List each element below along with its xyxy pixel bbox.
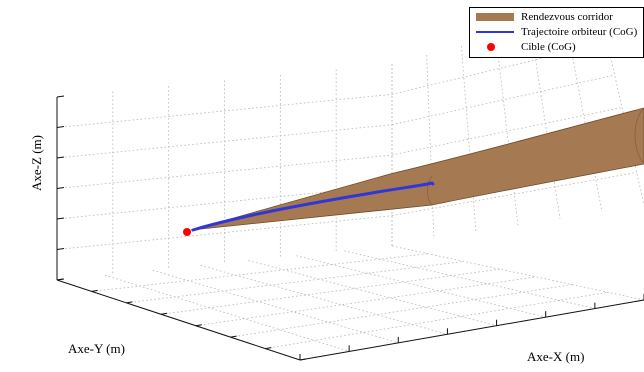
chart-legend: Rendezvous corridor Trajectoire orbiteur… <box>469 7 644 58</box>
legend-item-corridor: Rendezvous corridor <box>470 10 644 25</box>
grid-line-floor-depth <box>200 265 448 335</box>
z-axis-tick <box>56 187 65 189</box>
legend-swatch-corridor <box>476 13 514 21</box>
y-axis-tick <box>161 312 168 315</box>
legend-label-corridor: Rendezvous corridor <box>521 11 613 23</box>
y-axis-tick <box>265 347 272 350</box>
grid-line-floor-depth <box>296 255 546 318</box>
grid-line-floor-depth <box>344 250 595 309</box>
grid-line-floor-depth <box>104 274 350 352</box>
z-axis-tick <box>56 217 65 220</box>
grid-line-floor-lateral <box>161 268 501 315</box>
grid-line-floor-lateral <box>91 253 429 292</box>
y-axis-tick <box>195 324 202 327</box>
grid-line-back-horizontal <box>56 154 393 189</box>
grid-line-side-horizontal <box>391 74 615 126</box>
y-axis-tick <box>230 335 237 338</box>
grid-line-floor-depth <box>391 245 644 301</box>
target-point <box>183 228 191 236</box>
y-axis-tick <box>299 358 307 361</box>
y-axis-tick <box>91 289 98 292</box>
grid-line-floor-lateral <box>265 291 609 349</box>
z-axis-tick <box>56 248 65 250</box>
chart-marks <box>183 107 644 236</box>
z-axis-tick <box>56 156 65 159</box>
legend-swatch-target <box>487 43 495 51</box>
grid-line-floor-lateral <box>230 284 573 338</box>
y-axis-tick <box>126 301 133 304</box>
grid-line-floor-lateral <box>126 261 465 304</box>
axis-x-line <box>299 299 644 361</box>
axis-y-line <box>56 279 301 361</box>
trajectory-line <box>191 181 435 232</box>
grid-line-back-horizontal <box>56 93 393 128</box>
legend-label-target: Cible (CoG) <box>521 41 576 53</box>
corridor-shading-edge <box>427 175 433 206</box>
grid-line-side-horizontal <box>391 172 637 217</box>
z-axis-tick <box>56 95 65 98</box>
corridor-surface <box>190 107 644 231</box>
grid-line-side-horizontal <box>391 107 623 156</box>
x-axis-label: Axe-X (m) <box>527 349 585 364</box>
grid-line-side-vertical <box>460 45 477 233</box>
grid-line-floor-depth <box>152 269 399 344</box>
z-axis-tick <box>56 126 65 128</box>
corridor-outer-edge <box>634 107 644 165</box>
grid-line-side-vertical <box>426 54 435 240</box>
legend-item-target: Cible (CoG) <box>470 40 644 55</box>
axis-ticks <box>56 95 644 361</box>
legend-item-trajectory: Trajectoire orbiteur (CoG) <box>470 25 644 40</box>
legend-swatch-trajectory <box>476 31 514 33</box>
y-axis-label: Axe-Y (m) <box>68 341 125 356</box>
legend-label-trajectory: Trajectoire orbiteur (CoG) <box>521 26 638 38</box>
grid-line-floor-depth <box>248 260 497 327</box>
grid-line-floor-lateral <box>195 276 537 327</box>
y-axis-tick <box>56 278 64 281</box>
z-axis-label: Axe-Z (m) <box>28 135 44 191</box>
